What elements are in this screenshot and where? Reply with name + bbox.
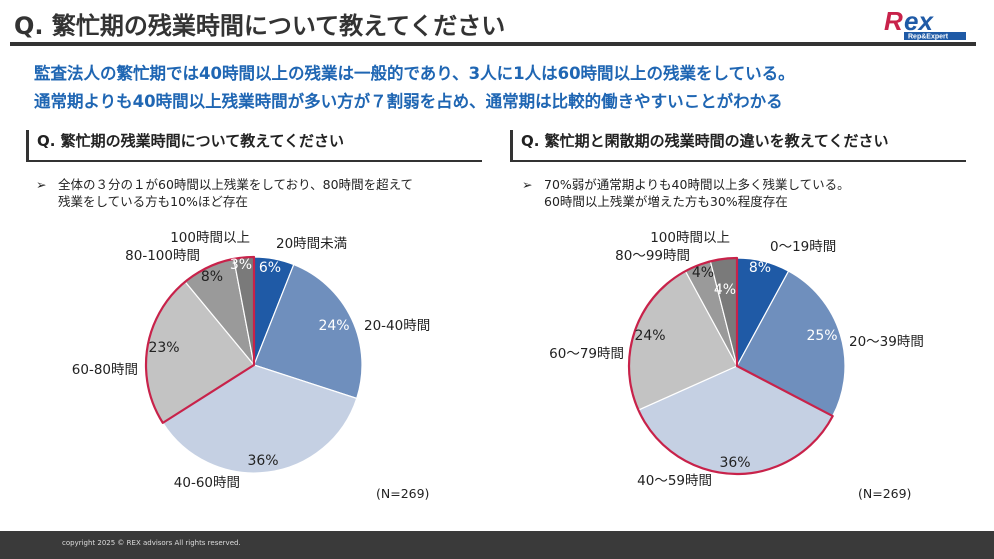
pie-1-category-label-4: 60-80時間 xyxy=(72,362,138,378)
pie-1-category-label-6: 100時間以上 xyxy=(170,230,250,246)
pie-1-category-label-2: 20-40時間 xyxy=(364,318,430,334)
pie-1-percent-6: 3% xyxy=(230,257,252,273)
pie-2-percent-5: 4% xyxy=(692,265,714,281)
copyright-text: copyright 2025 © REX advisors All rights… xyxy=(62,539,241,547)
rex-logo: R ex Rep&Expert xyxy=(884,6,966,41)
pie-2-category-label-2: 20～39時間 xyxy=(849,334,924,350)
pie-2-percent-2: 25% xyxy=(806,328,837,344)
left-bullet: ➢ 全体の３分の１が60時間以上残業をしており、80時間を超えて 残業をしている… xyxy=(36,176,486,210)
left-bullet-line-1: 全体の３分の１が60時間以上残業をしており、80時間を超えて xyxy=(58,177,413,192)
pie-2-percent-3: 36% xyxy=(719,455,750,471)
left-panel-heading: Q. 繁忙期の残業時間について教えてください xyxy=(26,130,482,162)
pie-2-category-label-5: 80～99時間 xyxy=(615,248,690,264)
logo-ex: ex xyxy=(904,6,934,36)
pie-1-highlight-outline xyxy=(144,255,256,424)
lead-line-1: 監査法人の繁忙期では40時間以上の残業は一般的であり、3人に1人は60時間以上の… xyxy=(34,64,795,83)
pie-2-highlight-outline xyxy=(627,256,834,476)
logo-band xyxy=(904,32,966,40)
right-sample-size: (N=269) xyxy=(858,486,912,501)
pie-1-category-label-3: 40-60時間 xyxy=(174,475,240,491)
right-panel-heading: Q. 繁忙期と閑散期の残業時間の違いを教えてください xyxy=(510,130,966,162)
title-divider xyxy=(10,42,976,46)
pie-2-category-label-3: 40～59時間 xyxy=(637,473,712,489)
right-bullet: ➢ 70%弱が通常期よりも40時間以上多く残業している。 60時間以上残業が増え… xyxy=(522,176,952,210)
left-bullet-line-2: 残業をしている方も10%ほど存在 xyxy=(58,194,248,209)
pie-1-category-label-5: 80-100時間 xyxy=(125,248,200,264)
pie-1-percent-5: 8% xyxy=(201,269,223,285)
lead-line-2: 通常期よりも40時間以上残業時間が多い方が７割弱を占め、通常期は比較的働きやすい… xyxy=(34,92,783,111)
pie-1-slice-3 xyxy=(161,364,358,474)
page-title: Q. 繁忙期の残業時間について教えてください xyxy=(14,12,506,40)
left-sample-size: (N=269) xyxy=(376,486,430,501)
right-bullet-line-1: 70%弱が通常期よりも40時間以上多く残業している。 xyxy=(544,177,850,192)
logo-r: R xyxy=(884,6,903,36)
pie-2-percent-4: 24% xyxy=(634,328,665,344)
pie-1-category-label-1: 20時間未満 xyxy=(276,236,347,252)
logo-sub: Rep&Expert xyxy=(908,34,949,41)
footer: copyright 2025 © REX advisors All rights… xyxy=(0,531,994,559)
bullet-arrow-icon: ➢ xyxy=(36,177,47,192)
pie-1-slice-2 xyxy=(253,263,363,400)
pie-2-category-label-6: 100時間以上 xyxy=(650,230,730,246)
pie-1-percent-1: 6% xyxy=(259,260,281,276)
pie-2-percent-1: 8% xyxy=(749,260,771,276)
pie-1-percent-3: 36% xyxy=(247,453,278,469)
pie-2-category-label-4: 60～79時間 xyxy=(549,346,624,362)
pie-2-percent-6: 4% xyxy=(714,282,736,298)
pie-1-percent-2: 24% xyxy=(318,318,349,334)
bullet-arrow-icon: ➢ xyxy=(522,177,533,192)
pie-1-percent-4: 23% xyxy=(148,340,179,356)
right-bullet-line-2: 60時間以上残業が増えた方も30%程度存在 xyxy=(544,194,788,209)
pie-2-category-label-1: 0～19時間 xyxy=(770,239,836,255)
